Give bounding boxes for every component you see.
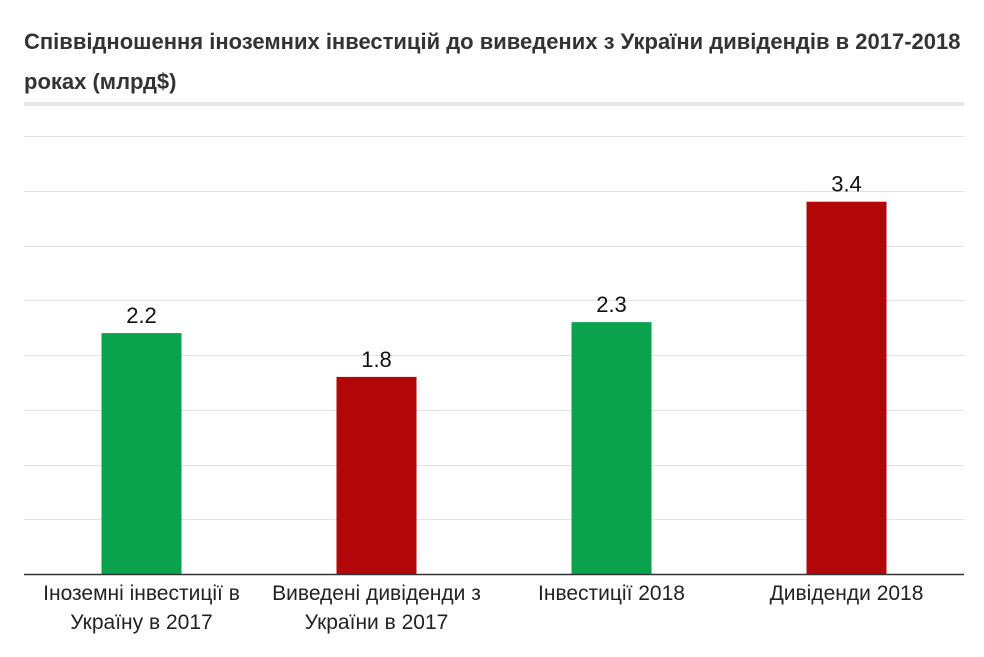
bar <box>336 376 417 574</box>
x-tick-label: Виведені дивіденди з України в 2017 <box>272 582 481 634</box>
title-divider <box>24 102 964 106</box>
bar <box>101 333 182 574</box>
bar <box>571 322 652 574</box>
data-label: 1.8 <box>361 347 392 372</box>
data-label: 2.3 <box>596 292 627 317</box>
bar <box>806 201 887 574</box>
x-tick-label: Інвестиції 2018 <box>538 582 685 605</box>
data-label: 2.2 <box>126 303 157 328</box>
x-tick-label: Іноземні інвестиції в Україну в 2017 <box>43 582 240 634</box>
x-tick-label: Дивіденди 2018 <box>769 582 924 605</box>
data-label: 3.4 <box>831 172 862 197</box>
chart-title: Співвідношення іноземних інвестицій до в… <box>24 29 961 94</box>
